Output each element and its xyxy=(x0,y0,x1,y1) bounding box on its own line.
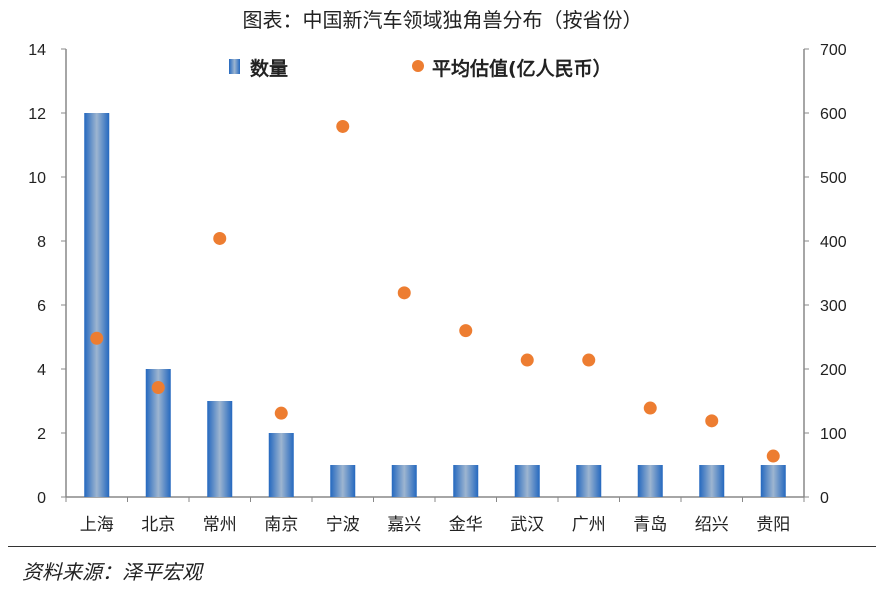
x-tick-label: 宁波 xyxy=(326,515,360,535)
x-tick-label: 常州 xyxy=(203,515,237,535)
x-tick-label: 嘉兴 xyxy=(387,515,421,535)
point-武汉 xyxy=(520,353,534,367)
legend: 数量 平均估值(亿人民币） xyxy=(229,57,612,80)
bar-上海 xyxy=(84,113,110,497)
point-广州 xyxy=(582,353,596,367)
left-tick-label: 6 xyxy=(37,298,46,315)
x-tick-label: 青岛 xyxy=(633,515,667,535)
right-tick-label: 0 xyxy=(820,490,829,507)
bar-宁波 xyxy=(330,465,356,497)
bar-南京 xyxy=(268,433,294,497)
right-tick-label: 600 xyxy=(820,106,847,123)
point-青岛 xyxy=(643,401,657,415)
point-常州 xyxy=(213,231,227,245)
left-tick-label: 4 xyxy=(37,362,46,379)
right-tick-label: 100 xyxy=(820,426,847,443)
source-note: 资料来源：泽平宏观 xyxy=(22,560,202,584)
bar-武汉 xyxy=(514,465,540,497)
bar-广州 xyxy=(576,465,602,497)
chart-title: 图表：中国新汽车领域独角兽分布（按省份） xyxy=(242,8,643,32)
point-南京 xyxy=(274,406,288,420)
point-嘉兴 xyxy=(397,286,411,300)
legend-label-valuation: 平均估值(亿人民币） xyxy=(432,57,612,80)
point-北京 xyxy=(151,381,165,395)
bar-嘉兴 xyxy=(391,465,417,497)
x-tick-label: 北京 xyxy=(141,515,175,535)
bar-绍兴 xyxy=(699,465,725,497)
right-tick-label: 700 xyxy=(820,42,847,59)
x-tick-label: 南京 xyxy=(264,515,298,535)
x-tick-label: 上海 xyxy=(80,515,114,535)
x-tick-label: 绍兴 xyxy=(695,515,729,535)
bar-常州 xyxy=(207,401,233,497)
chart: 0 2 4 6 8 10 12 14 0 100 200 300 400 500 600 700 上海 北京 常州 南… xyxy=(28,42,847,535)
left-tick-label: 8 xyxy=(37,234,46,251)
point-贵阳 xyxy=(766,449,780,463)
right-tick-label: 400 xyxy=(820,234,847,251)
bar-金华 xyxy=(453,465,479,497)
x-tick-label: 广州 xyxy=(572,515,606,535)
legend-swatch-count xyxy=(229,59,240,74)
x-tick-label: 武汉 xyxy=(510,515,544,535)
right-tick-label: 200 xyxy=(820,362,847,379)
right-tick-label: 300 xyxy=(820,298,847,315)
bar-青岛 xyxy=(637,465,663,497)
divider xyxy=(8,546,876,547)
legend-swatch-valuation xyxy=(412,60,424,72)
point-宁波 xyxy=(336,119,350,133)
left-tick-label: 2 xyxy=(37,426,46,443)
left-tick-label: 0 xyxy=(37,490,46,507)
left-tick-label: 10 xyxy=(28,170,46,187)
right-tick-label: 500 xyxy=(820,170,847,187)
left-tick-label: 14 xyxy=(28,42,46,59)
x-tick-label: 贵阳 xyxy=(756,515,790,535)
point-金华 xyxy=(459,324,473,338)
legend-label-count: 数量 xyxy=(250,57,288,80)
point-上海 xyxy=(90,331,104,345)
bar-贵阳 xyxy=(760,465,786,497)
x-tick-label: 金华 xyxy=(449,515,483,535)
point-绍兴 xyxy=(705,414,719,428)
left-tick-label: 12 xyxy=(28,106,46,123)
